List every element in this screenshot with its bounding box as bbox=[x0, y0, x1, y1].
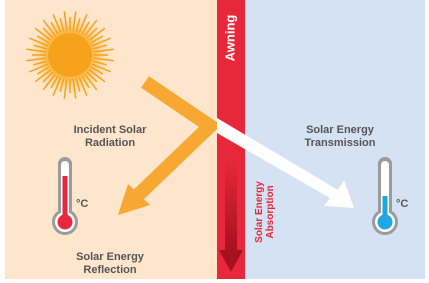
label: Solar Energy bbox=[254, 181, 265, 243]
label: Radiation bbox=[85, 137, 135, 149]
label: Solar Energy bbox=[306, 124, 375, 136]
label: Solar Energy bbox=[76, 251, 145, 263]
unit-label: °C bbox=[76, 198, 88, 210]
diagram: Awning Incident Solar Radiation Solar En… bbox=[0, 0, 429, 283]
sun-core bbox=[48, 33, 92, 77]
label: Transmission bbox=[305, 137, 376, 149]
label: Absorption bbox=[265, 185, 276, 238]
unit-label: °C bbox=[396, 198, 408, 210]
absorption-arrow bbox=[225, 157, 237, 252]
label: Reflection bbox=[83, 264, 136, 276]
label: Incident Solar bbox=[74, 124, 147, 136]
awning-label: Awning bbox=[222, 15, 237, 62]
